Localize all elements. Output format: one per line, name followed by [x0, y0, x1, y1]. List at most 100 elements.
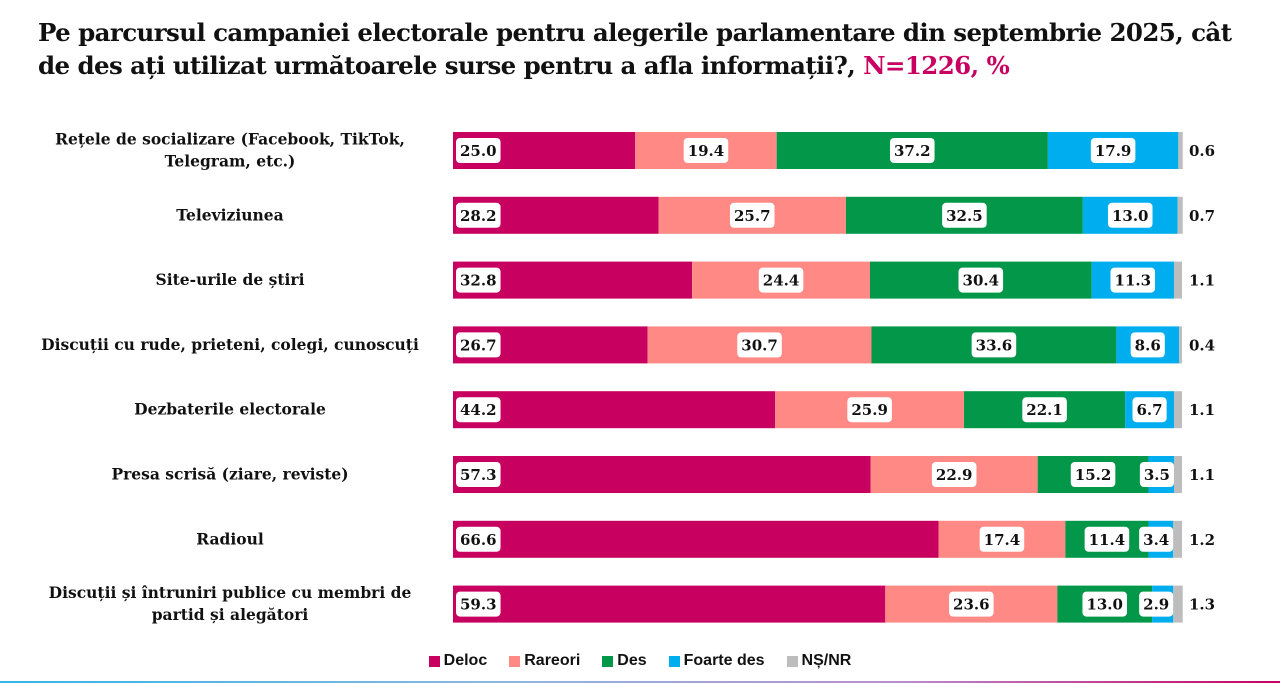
data-label-box [1022, 397, 1067, 423]
data-label-box [456, 267, 501, 293]
data-label-box [683, 138, 729, 163]
legend-swatch [428, 655, 440, 667]
category-label: Discuții cu rude, prieteni, colegi, cuno… [41, 335, 419, 354]
legend-item-foarte-des: Foarte des [668, 652, 765, 670]
data-label: 0.6 [1189, 142, 1215, 160]
data-label: 66.6 [460, 531, 497, 549]
data-label-box [949, 591, 994, 617]
data-label-box [456, 526, 501, 552]
data-label-box [1082, 591, 1127, 617]
data-label: 8.6 [1135, 336, 1161, 354]
legend-item-rareori: Rareori [509, 652, 580, 670]
data-label-box [1139, 526, 1174, 552]
legend-label: Foarte des [683, 652, 765, 669]
data-label-box [1107, 202, 1153, 228]
bar-segment-deloc [453, 520, 939, 558]
bar-segment-n-nr [1177, 196, 1183, 234]
data-label-box [456, 202, 501, 228]
data-label: 13.0 [1112, 207, 1149, 225]
data-label: 30.4 [963, 272, 1000, 290]
data-label-box [979, 526, 1025, 552]
data-label: 25.9 [851, 401, 888, 419]
data-label: 28.2 [460, 207, 497, 225]
category-label: Discuții și întruniri publice cu membri … [49, 583, 412, 602]
data-label-box [456, 332, 501, 358]
data-label: 32.8 [460, 272, 497, 290]
bar-segment-n-nr [1173, 456, 1182, 493]
chart-title-text: Pe parcursul campaniei electorale pentru… [38, 18, 1232, 80]
category-label: Televiziunea [176, 205, 283, 224]
legend-swatch [668, 655, 680, 667]
sample-size-label: N=1226, % [863, 51, 1010, 80]
category-label: Telegram, etc.) [165, 152, 296, 171]
data-label: 37.2 [894, 142, 931, 160]
legend-item-n-nr: NȘ/NR [786, 652, 852, 670]
bar-segment-n-nr [1178, 132, 1183, 169]
data-label: 24.4 [763, 272, 800, 290]
legend-item-des: Des [602, 652, 647, 670]
bar-segment-deloc [453, 391, 776, 429]
data-label-box [942, 202, 987, 228]
data-label: 32.5 [946, 207, 983, 225]
data-label-box [1090, 138, 1136, 163]
data-label-box [931, 462, 977, 487]
data-label: 0.4 [1189, 336, 1215, 354]
data-label: 11.4 [1089, 531, 1126, 549]
data-label-box [847, 397, 892, 423]
bar-segment-deloc [453, 456, 871, 493]
legend-swatch [602, 655, 614, 667]
category-label: Dezbaterile electorale [134, 400, 326, 419]
data-label: 19.4 [688, 142, 725, 160]
category-label: Rețele de socializare (Facebook, TikTok, [55, 130, 405, 149]
data-label: 44.2 [460, 401, 497, 419]
data-label-box [971, 332, 1017, 358]
chart-title: Pe parcursul campaniei electorale pentru… [38, 16, 1258, 82]
data-label: 57.3 [460, 466, 497, 484]
data-label-box [1139, 591, 1174, 617]
bar-segment-n-nr [1173, 391, 1182, 429]
data-label-box [456, 397, 501, 423]
data-label: 15.2 [1075, 466, 1112, 484]
data-label-box [737, 332, 782, 358]
legend-item-deloc: Deloc [428, 652, 488, 670]
data-label: 22.1 [1026, 401, 1063, 419]
bar-segment-n-nr [1173, 261, 1182, 299]
data-label-box [958, 267, 1004, 293]
data-label: 3.5 [1144, 466, 1170, 484]
data-label: 59.3 [460, 596, 497, 614]
legend-label: Des [617, 652, 647, 669]
data-label: 25.0 [460, 142, 497, 160]
bar-segment-n-nr [1173, 520, 1182, 558]
data-label: 11.3 [1115, 272, 1152, 290]
data-label-box [456, 138, 501, 163]
data-label: 1.2 [1189, 531, 1215, 549]
data-label-box [456, 462, 501, 487]
data-label: 17.9 [1095, 142, 1132, 160]
data-label: 23.6 [953, 596, 990, 614]
data-label: 13.0 [1086, 596, 1123, 614]
data-label-box [1084, 526, 1130, 552]
data-label-box [1070, 462, 1116, 487]
data-label: 1.3 [1189, 596, 1215, 614]
data-label: 6.7 [1137, 401, 1163, 419]
data-label-box [889, 138, 935, 163]
category-label: Presa scrisă (ziare, reviste) [111, 465, 348, 484]
data-label: 33.6 [976, 336, 1013, 354]
legend-label: Rareori [524, 652, 581, 669]
data-label-box [758, 267, 804, 293]
data-label: 2.9 [1143, 596, 1169, 614]
legend-label: Deloc [443, 652, 488, 669]
data-label-box [1139, 462, 1174, 487]
data-label-box [456, 591, 501, 617]
data-label-box [1132, 397, 1167, 423]
data-label-box [1130, 332, 1165, 358]
data-label: 1.1 [1189, 272, 1215, 290]
bottom-gradient-divider [0, 681, 1280, 683]
data-label: 22.9 [936, 466, 973, 484]
legend-swatch [509, 655, 521, 667]
legend-label: NȘ/NR [801, 652, 852, 669]
category-label: partid și alegători [152, 605, 309, 624]
data-label-box [1110, 267, 1156, 293]
data-label: 3.4 [1143, 531, 1169, 549]
